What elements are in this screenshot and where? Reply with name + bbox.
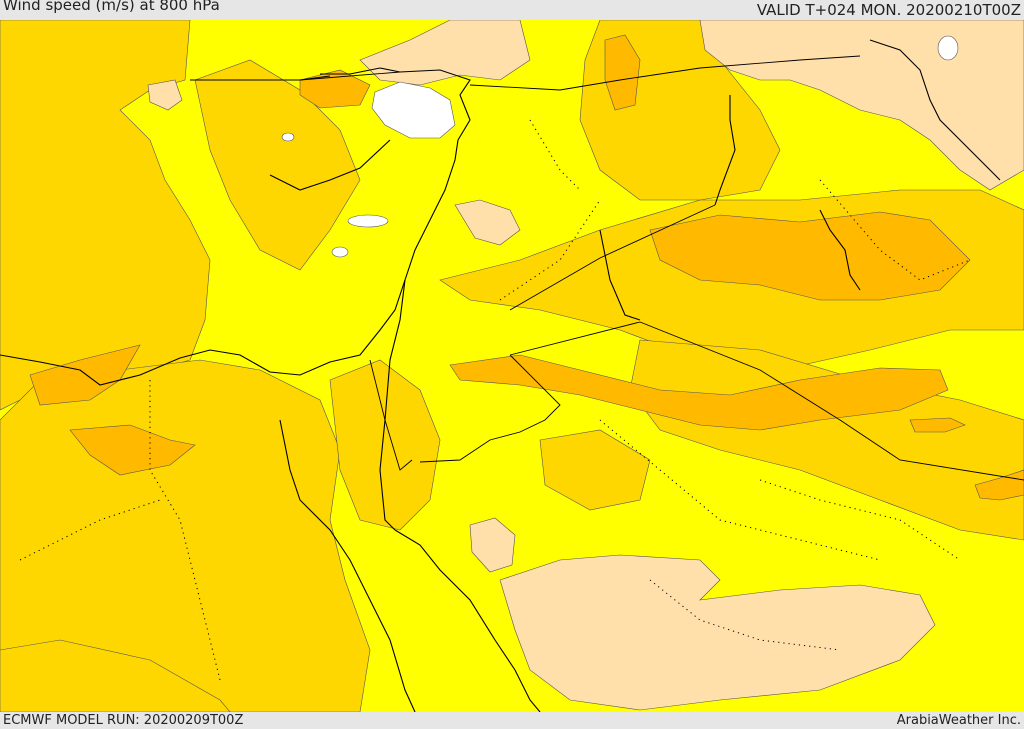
orange-patch-gulf — [974, 469, 1024, 501]
map-title: Wind speed (m/s) at 800 hPa — [3, 0, 220, 14]
model-run-label: ECMWF MODEL RUN: 20200209T00Z — [3, 713, 244, 728]
orange-patch-north — [299, 69, 371, 109]
white-region-turkey — [371, 81, 456, 139]
peach-region-libya — [147, 79, 183, 111]
dotted-boundaries — [19, 119, 971, 681]
peach-region-northeast — [699, 20, 1024, 191]
peach-region-arabia — [499, 554, 936, 711]
political-borders — [190, 55, 1024, 481]
orange-band-central — [449, 354, 949, 431]
red-sea-gold-strip — [329, 359, 441, 531]
white-patch-iran — [937, 35, 959, 61]
arabian-gold-patch — [539, 429, 651, 511]
south-coast-gold — [0, 639, 231, 712]
orange-patch-syria — [604, 34, 641, 111]
peach-patch-saudi — [469, 517, 516, 573]
white-patch-small-2 — [281, 132, 295, 142]
peach-region-lebanon — [454, 199, 521, 246]
white-patch-small-1 — [331, 246, 349, 258]
orange-patch-libya — [29, 344, 141, 406]
valid-time: VALID T+024 MON. 20200210T00Z — [756, 1, 1021, 19]
white-patch-sea — [347, 214, 389, 228]
credit-label: ArabiaWeather Inc. — [896, 713, 1021, 728]
orange-band-iraq — [649, 211, 971, 301]
orange-patch-small — [909, 417, 966, 433]
wind-speed-map — [0, 20, 1024, 712]
orange-patch-egypt — [69, 424, 196, 476]
map-footer: ECMWF MODEL RUN: 20200209T00Z ArabiaWeat… — [0, 712, 1024, 729]
west-gold-region — [0, 20, 211, 411]
map-header: Wind speed (m/s) at 800 hPa VALID T+024 … — [0, 0, 1024, 20]
